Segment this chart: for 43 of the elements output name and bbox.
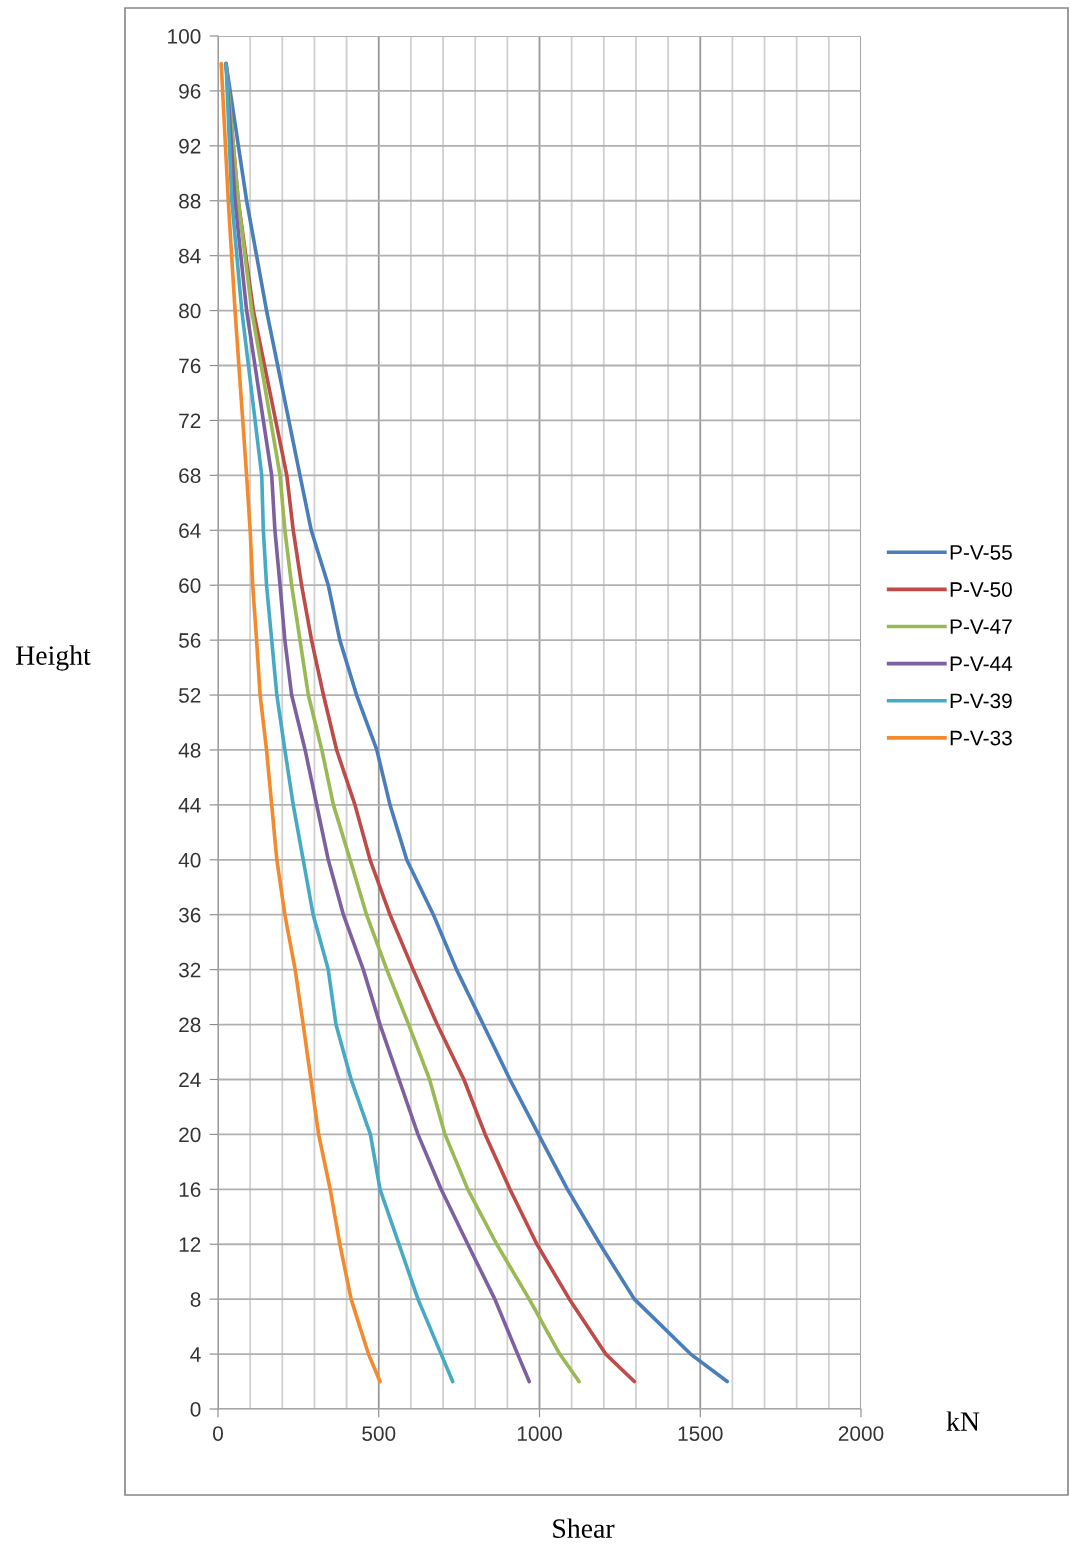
legend-label: P-V-44 xyxy=(950,656,1013,671)
x-axis-title: Shear xyxy=(553,1518,615,1538)
y-tick-label: 0 xyxy=(190,1402,201,1417)
y-tick-label: 36 xyxy=(178,907,201,923)
y-tick-label: 56 xyxy=(179,633,201,648)
y-tick-label: 72 xyxy=(179,413,201,428)
legend-label: P-V-55 xyxy=(950,545,1012,560)
x-tick-label: 1500 xyxy=(678,1426,723,1441)
y-tick-label: 32 xyxy=(178,962,201,978)
y-tick-label: 92 xyxy=(179,138,201,154)
y-tick-label: 100 xyxy=(168,29,201,44)
line-series xyxy=(224,61,455,1384)
y-tick-label: 48 xyxy=(178,742,201,758)
x-tick-label: 0 xyxy=(213,1426,223,1441)
y-tick-label: 16 xyxy=(179,1182,201,1198)
line-series xyxy=(219,61,382,1384)
y-tick-label: 88 xyxy=(179,193,201,209)
x-tick-label: 500 xyxy=(362,1426,396,1441)
y-tick-label: 20 xyxy=(179,1127,201,1143)
legend-label: P-V-47 xyxy=(950,619,1012,634)
y-tick-label: 64 xyxy=(179,523,201,539)
y-tick-label: 80 xyxy=(179,303,201,319)
y-axis-title: Height xyxy=(16,645,91,671)
legend-label: P-V-39 xyxy=(950,693,1012,709)
y-tick-label: 52 xyxy=(179,688,201,703)
line-series xyxy=(224,61,730,1384)
y-tick-label: 68 xyxy=(179,468,201,484)
y-tick-label: 4 xyxy=(190,1347,201,1362)
y-tick-label: 8 xyxy=(190,1292,201,1307)
y-tick-label: 12 xyxy=(179,1237,201,1252)
y-tick-label: 96 xyxy=(179,83,201,99)
y-tick-label: 84 xyxy=(179,248,201,264)
legend-label: P-V-50 xyxy=(950,582,1012,597)
y-tick-label: 28 xyxy=(179,1017,201,1033)
x-tick-label: 2000 xyxy=(838,1426,884,1441)
y-tick-label: 60 xyxy=(179,578,201,593)
legend-label: P-V-33 xyxy=(950,730,1012,746)
y-tick-label: 24 xyxy=(179,1072,201,1088)
text: kN xyxy=(946,1411,980,1431)
y-tick-label: 76 xyxy=(179,358,201,374)
x-tick-label: 1000 xyxy=(517,1426,562,1441)
y-tick-label: 40 xyxy=(178,852,201,868)
y-tick-label: 44 xyxy=(178,798,201,813)
